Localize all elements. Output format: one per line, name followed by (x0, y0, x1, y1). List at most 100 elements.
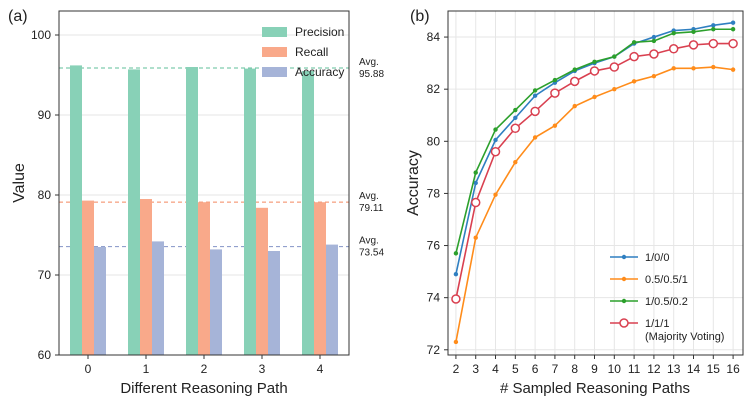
x-tick-label: 7 (552, 362, 559, 376)
legend-label-3-line2: (Majority Voting) (645, 331, 724, 343)
panel-b-series (451, 20, 738, 345)
legend-label-1: 0.5/0.5/1 (645, 274, 688, 286)
panel-a-label: (a) (8, 8, 28, 25)
series-point-1 (513, 159, 518, 165)
bar-precision-4 (302, 71, 314, 355)
series-point-3 (649, 49, 659, 59)
y-tick-label: 76 (427, 239, 441, 253)
bar-recall-0 (82, 200, 94, 355)
y-tick-label: 82 (427, 82, 441, 96)
series-point-2 (730, 27, 736, 32)
series-point-2 (592, 59, 597, 65)
series-point-1 (651, 73, 657, 79)
y-tick-label: 78 (427, 186, 441, 200)
bar-accuracy-0 (94, 247, 106, 355)
bar-precision-1 (128, 69, 140, 356)
legend-swatch-recall (262, 47, 287, 57)
panel-b-y-axis: 72 74 76 78 80 82 84 (427, 30, 448, 357)
series-point-1 (552, 123, 558, 128)
bar-accuracy-4 (326, 244, 338, 355)
series-point-2 (493, 127, 498, 132)
x-tick-label: 6 (532, 362, 539, 376)
panel-b-frame (447, 10, 744, 356)
panel-b-label: (b) (410, 8, 430, 25)
series-point-1 (572, 103, 577, 109)
series-point-1 (532, 135, 538, 140)
series-point-3 (728, 38, 738, 49)
average-label: Avg. (359, 191, 379, 202)
x-tick-label: 3 (472, 362, 479, 376)
series-point-2 (631, 40, 637, 45)
series-point-1 (671, 66, 676, 71)
panel-b-x-axis: 2 3 4 5 6 7 8 9 10 11 12 13 14 15 16 (453, 355, 740, 376)
legend-marker-3 (619, 318, 629, 328)
series-point-1 (730, 67, 736, 72)
series-point-1 (711, 64, 716, 70)
bar-recall-3 (256, 207, 268, 355)
x-tick-label: 3 (259, 362, 266, 376)
average-value: 73.54 (359, 248, 384, 259)
series-point-3 (609, 62, 620, 72)
series-point-2 (711, 27, 716, 32)
panel-a: (a) 60 70 80 90 100 0 1 2 3 4 Different Reasonin… (8, 8, 384, 397)
series-point-1 (453, 339, 459, 345)
x-tick-label: 0 (85, 362, 92, 376)
series-point-1 (592, 94, 597, 100)
bar-precision-2 (186, 67, 198, 355)
panel-a-bars (70, 65, 338, 356)
series-point-3 (550, 88, 560, 98)
x-tick-label: 11 (628, 362, 641, 376)
series-point-1 (473, 235, 478, 240)
series-point-3 (688, 40, 699, 50)
bar-accuracy-3 (268, 251, 280, 355)
legend-swatch-precision (262, 27, 287, 37)
series-point-0 (730, 20, 736, 25)
y-tick-label: 70 (38, 268, 52, 282)
x-tick-label: 2 (201, 362, 208, 376)
series-point-2 (572, 67, 577, 72)
x-tick-label: 14 (687, 362, 701, 376)
legend-label-accuracy: Accuracy (295, 65, 344, 79)
y-tick-label: 74 (427, 291, 441, 305)
panel-a-average-lines (59, 67, 349, 248)
bar-precision-0 (70, 65, 82, 356)
series-point-3 (629, 51, 639, 62)
y-tick-label: 72 (427, 343, 441, 357)
series-point-0 (651, 34, 657, 40)
legend-swatch-accuracy (262, 67, 287, 77)
legend-marker-0 (621, 254, 627, 260)
series-point-3 (708, 38, 719, 49)
series-point-2 (651, 38, 657, 44)
panel-a-x-axis: 0 1 2 3 4 (85, 355, 324, 376)
series-point-2 (612, 54, 617, 59)
series-point-3 (668, 44, 679, 54)
series-point-2 (473, 170, 478, 175)
x-tick-label: 8 (571, 362, 578, 376)
legend-marker-2 (621, 298, 627, 304)
bar-precision-3 (244, 68, 256, 355)
bar-accuracy-1 (152, 241, 164, 355)
y-tick-label: 60 (38, 348, 52, 362)
series-point-1 (493, 192, 498, 197)
legend-label-0: 1/0/0 (645, 252, 669, 264)
y-tick-label: 80 (38, 188, 52, 202)
legend-label-precision: Precision (295, 25, 344, 39)
x-tick-label: 4 (492, 362, 499, 376)
series-point-0 (532, 93, 538, 98)
panel-b-y-label: Accuracy (405, 150, 422, 216)
panel-b-legend: 1/0/0 0.5/0.5/1 1/0.5/0.2 1/1/1(Majority Vo… (610, 252, 724, 343)
panel-a-legend: Precision Recall Accuracy (262, 25, 344, 79)
series-point-1 (631, 79, 637, 84)
series-point-1 (612, 86, 617, 92)
y-tick-label: 80 (427, 134, 441, 148)
series-point-0 (493, 137, 498, 143)
bar-recall-1 (140, 199, 152, 355)
series-point-2 (453, 251, 459, 256)
series-point-0 (513, 115, 518, 121)
average-label: Avg. (359, 57, 379, 68)
series-point-2 (691, 29, 696, 35)
x-tick-label: 13 (667, 362, 681, 376)
x-tick-label: 9 (591, 362, 598, 376)
series-point-3 (470, 197, 481, 208)
